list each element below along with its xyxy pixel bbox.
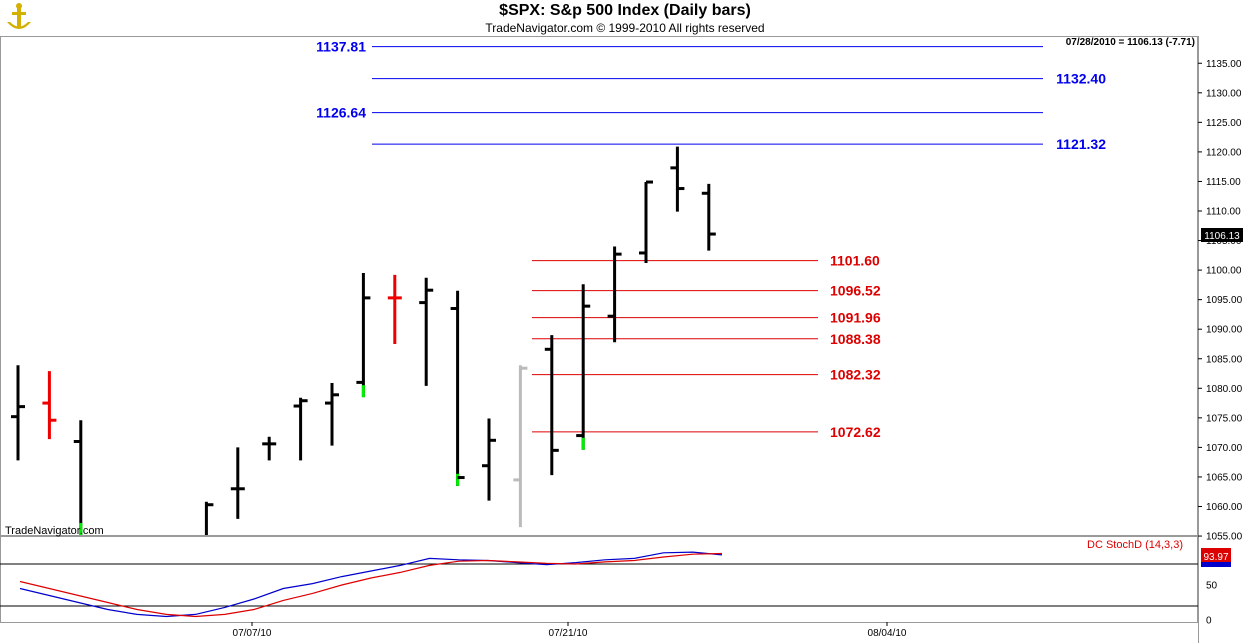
stoch-tick-label: 0: [1206, 616, 1212, 627]
ohlc-bar: [670, 146, 685, 212]
info-readout: 07/28/2010 = 1106.13 (-7.71): [1066, 37, 1195, 48]
red-level-label: 1072.62: [830, 424, 881, 440]
stoch-blue-line: [19, 551, 723, 618]
ohlc-bar: [576, 284, 591, 450]
stoch-title: DC StochD (14,3,3): [1087, 539, 1183, 551]
blue-level-label: 1137.81: [316, 39, 366, 55]
ohlc-bar: [419, 277, 434, 386]
ohlc-bar: [513, 365, 528, 528]
stoch-last-box-bottom: [1201, 562, 1231, 567]
blue-level-label: 1126.64: [316, 105, 366, 121]
y-tick-label: 1120.00: [1206, 147, 1242, 158]
y-tick-label: 1090.00: [1206, 325, 1243, 336]
ohlc-bar: [42, 371, 57, 440]
ohlc-bar: [204, 501, 214, 535]
y-tick-label: 1075.00: [1206, 413, 1243, 424]
ohlc-bar: [230, 447, 245, 519]
ohlc-bar: [639, 180, 653, 264]
y-tick-label: 1110.00: [1206, 207, 1241, 218]
blue-level-label: 1121.32: [1056, 136, 1106, 152]
ohlc-bar: [325, 382, 339, 446]
red-level-label: 1091.96: [830, 310, 881, 326]
x-tick-label: 08/04/10: [868, 628, 907, 639]
red-level-label: 1096.52: [830, 283, 881, 299]
stoch-last-label: 93.97: [1203, 552, 1228, 563]
ohlc-bar: [387, 274, 402, 344]
y-tick-label: 1060.00: [1206, 502, 1243, 513]
ohlc-bar: [482, 418, 496, 501]
price-panel-frame: [0, 36, 1198, 536]
red-level-label: 1101.60: [830, 253, 880, 269]
y-tick-label: 1115.00: [1206, 177, 1241, 188]
stoch-last-box-top: [1201, 548, 1231, 562]
x-tick-label: 07/07/10: [233, 628, 272, 639]
y-tick-label: 1135.00: [1206, 59, 1242, 70]
ohlc-bar: [701, 183, 716, 251]
red-level-label: 1082.32: [830, 367, 881, 383]
chart-copyright: TradeNavigator.com © 1999-2010 All right…: [485, 21, 765, 35]
y-tick-label: 1065.00: [1206, 472, 1243, 483]
ohlc-bar: [544, 335, 559, 476]
ohlc-bar: [11, 365, 25, 461]
stoch-red-line: [19, 552, 723, 618]
x-tick-label: 07/21/10: [549, 628, 588, 639]
y-tick-label: 1070.00: [1206, 443, 1243, 454]
blue-level-label: 1132.40: [1056, 71, 1106, 87]
ohlc-bar: [607, 246, 622, 343]
y-tick-label: 1100.00: [1206, 266, 1242, 277]
y-tick-label: 1085.00: [1206, 354, 1243, 365]
ohlc-bar: [356, 273, 371, 398]
stoch-panel-frame: [0, 536, 1198, 623]
y-tick-label: 1055.00: [1206, 532, 1243, 543]
last-price-box: [1201, 228, 1243, 242]
y-tick-label: 1095.00: [1206, 295, 1243, 306]
last-price-label: 1106.13: [1204, 231, 1240, 242]
watermark-text: TradeNavigator.com: [5, 525, 104, 537]
chart-header: $SPX: S&p 500 Index (Daily bars) TradeNa…: [0, 0, 1250, 36]
ohlc-bar: [262, 436, 277, 461]
ohlc-bar: [73, 420, 83, 535]
stoch-tick-label: 50: [1206, 581, 1218, 592]
tradenavigator-logo-icon: [7, 3, 31, 29]
chart-title: $SPX: S&p 500 Index (Daily bars): [499, 2, 751, 19]
y-tick-label: 1125.00: [1206, 118, 1242, 129]
y-tick-label: 1080.00: [1206, 384, 1243, 395]
y-tick-label: 1130.00: [1206, 88, 1242, 99]
red-level-label: 1088.38: [830, 331, 881, 347]
ohlc-bar: [293, 397, 308, 461]
ohlc-bar: [450, 290, 465, 486]
